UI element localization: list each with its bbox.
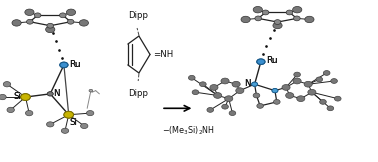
Ellipse shape (293, 6, 302, 13)
Ellipse shape (262, 10, 269, 15)
Ellipse shape (286, 10, 293, 15)
Text: =NH: =NH (153, 50, 173, 59)
Ellipse shape (293, 78, 301, 84)
Text: Si: Si (13, 92, 21, 101)
Ellipse shape (210, 85, 218, 90)
Ellipse shape (46, 122, 54, 127)
Ellipse shape (25, 9, 34, 16)
Text: N: N (53, 89, 59, 98)
Ellipse shape (207, 108, 214, 112)
Text: Dipp: Dipp (128, 89, 148, 98)
Ellipse shape (64, 111, 73, 118)
Ellipse shape (21, 94, 30, 100)
Ellipse shape (286, 93, 294, 98)
Ellipse shape (253, 6, 262, 13)
Ellipse shape (46, 26, 55, 33)
Ellipse shape (222, 104, 228, 109)
Ellipse shape (7, 107, 14, 113)
Ellipse shape (253, 93, 260, 98)
Ellipse shape (320, 99, 326, 104)
Ellipse shape (47, 23, 54, 28)
Ellipse shape (308, 89, 316, 95)
Ellipse shape (64, 111, 73, 118)
Text: N: N (53, 89, 59, 98)
Ellipse shape (225, 96, 233, 102)
Ellipse shape (47, 92, 53, 96)
Ellipse shape (3, 81, 11, 87)
Ellipse shape (282, 85, 290, 90)
Ellipse shape (327, 106, 334, 111)
Ellipse shape (21, 94, 30, 100)
Ellipse shape (89, 89, 93, 92)
Ellipse shape (294, 16, 300, 21)
Ellipse shape (304, 81, 312, 87)
Ellipse shape (61, 128, 69, 133)
Ellipse shape (294, 72, 301, 77)
Text: N: N (244, 79, 251, 88)
Ellipse shape (67, 19, 74, 24)
Ellipse shape (26, 19, 33, 24)
Ellipse shape (257, 104, 263, 108)
Text: Ru: Ru (69, 60, 81, 69)
Ellipse shape (79, 20, 88, 26)
Ellipse shape (67, 9, 76, 16)
Ellipse shape (297, 96, 305, 102)
Ellipse shape (47, 92, 53, 96)
Ellipse shape (60, 62, 68, 68)
Ellipse shape (12, 20, 21, 26)
Ellipse shape (335, 96, 341, 101)
Ellipse shape (272, 89, 278, 93)
Ellipse shape (316, 77, 322, 82)
Ellipse shape (87, 110, 94, 116)
Ellipse shape (200, 82, 206, 87)
Ellipse shape (236, 88, 244, 93)
Text: Dipp: Dipp (128, 11, 148, 20)
Ellipse shape (0, 94, 6, 100)
Text: N: N (244, 79, 251, 88)
Text: Ru: Ru (266, 56, 277, 65)
Text: Ru: Ru (266, 56, 277, 65)
Ellipse shape (192, 90, 199, 95)
Ellipse shape (81, 123, 88, 128)
Ellipse shape (25, 110, 33, 116)
Ellipse shape (255, 16, 262, 21)
Ellipse shape (257, 59, 265, 64)
Ellipse shape (272, 89, 278, 93)
Ellipse shape (305, 16, 314, 23)
Ellipse shape (273, 22, 282, 29)
Text: Si: Si (70, 118, 77, 127)
Ellipse shape (221, 78, 229, 84)
Ellipse shape (252, 82, 257, 86)
Ellipse shape (273, 99, 280, 104)
Ellipse shape (252, 82, 257, 86)
Text: $-$(Me$_3$Si)$_2$NH: $-$(Me$_3$Si)$_2$NH (162, 125, 215, 137)
Ellipse shape (60, 62, 68, 68)
Ellipse shape (257, 59, 265, 64)
Ellipse shape (189, 75, 195, 80)
Ellipse shape (232, 81, 240, 87)
Text: Ru: Ru (69, 60, 81, 69)
Ellipse shape (59, 13, 66, 18)
Ellipse shape (331, 79, 338, 83)
Text: Si: Si (70, 118, 77, 127)
Ellipse shape (214, 93, 222, 98)
Ellipse shape (229, 111, 236, 116)
Ellipse shape (323, 71, 330, 75)
Text: Si: Si (13, 92, 21, 101)
Ellipse shape (34, 13, 41, 18)
Ellipse shape (241, 16, 250, 23)
Ellipse shape (274, 20, 281, 24)
